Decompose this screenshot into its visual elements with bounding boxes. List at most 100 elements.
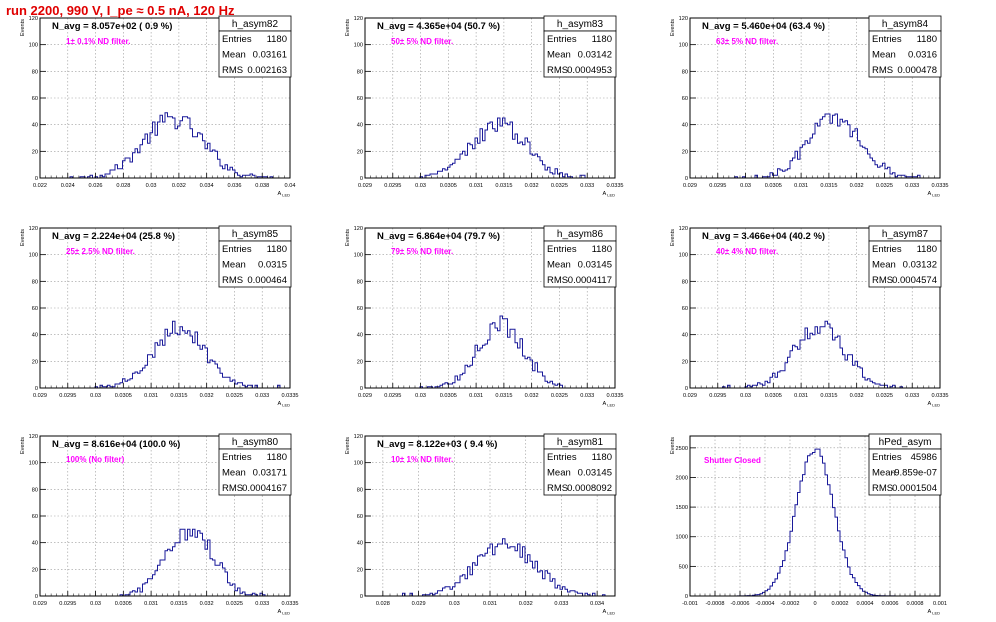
y-tick-label: 120 xyxy=(354,434,363,440)
x-tick-label: 0.033 xyxy=(905,183,919,189)
y-tick-label: 20 xyxy=(357,149,363,155)
stats-value: 0.03145 xyxy=(578,468,612,479)
histogram-line xyxy=(365,315,615,389)
histogram-name: h_asym86 xyxy=(557,229,604,240)
y-axis-label: Events xyxy=(670,19,676,36)
x-tick-label: 0.0305 xyxy=(440,393,457,399)
stats-value: 1180 xyxy=(917,244,937,255)
y-tick-label: 120 xyxy=(679,16,688,22)
stats-key: Mean xyxy=(872,468,896,479)
y-tick-label: 20 xyxy=(32,359,38,365)
x-tick-label: 0.031 xyxy=(144,601,158,607)
y-tick-label: 0 xyxy=(360,594,363,600)
x-tick-label: 0.0335 xyxy=(606,393,623,399)
stats-value: 1180 xyxy=(592,244,612,255)
stats-box xyxy=(868,30,942,78)
histogram-name: h_asym83 xyxy=(557,19,604,30)
histogram-line xyxy=(365,538,615,597)
x-tick-label: -0.0004 xyxy=(756,601,775,607)
stats-box xyxy=(543,30,617,78)
filter-annotation: 63± 5% ND filter. xyxy=(716,37,778,46)
x-tick-label: 0.031 xyxy=(483,601,497,607)
stats-box xyxy=(218,240,292,288)
stats-key: RMS xyxy=(547,275,568,286)
x-tick-label: 0.0335 xyxy=(281,601,298,607)
stats-key: Entries xyxy=(222,34,252,45)
y-tick-label: 120 xyxy=(29,16,38,22)
x-tick-label: 0.0006 xyxy=(881,601,898,607)
x-tick-label: 0.031 xyxy=(794,183,808,189)
stats-key: Entries xyxy=(222,244,252,255)
y-axis-label: Events xyxy=(345,229,351,246)
x-tick-label: 0.03 xyxy=(449,601,460,607)
y-tick-label: 20 xyxy=(32,149,38,155)
histogram-line xyxy=(40,112,290,179)
x-tick-label: 0.033 xyxy=(255,393,269,399)
y-tick-label: 0 xyxy=(685,386,688,392)
stats-value: 0.03142 xyxy=(578,50,612,61)
x-tick-label: 0.0295 xyxy=(59,601,76,607)
stats-value: 0.000478 xyxy=(897,65,937,76)
x-tick-label: 0.0305 xyxy=(765,393,782,399)
x-tick-label: 0.03 xyxy=(740,393,751,399)
y-tick-label: 20 xyxy=(682,359,688,365)
y-tick-label: 40 xyxy=(682,333,688,339)
y-tick-label: 100 xyxy=(29,253,38,259)
y-tick-label: 100 xyxy=(29,461,38,467)
x-tick-label: 0.03 xyxy=(90,601,101,607)
x-axis-label: ALED xyxy=(277,609,290,616)
x-tick-label: 0.033 xyxy=(580,183,594,189)
x-tick-label: 0.0305 xyxy=(115,601,132,607)
y-tick-label: 40 xyxy=(32,541,38,547)
x-tick-label: 0.04 xyxy=(285,183,296,189)
stats-key: Mean xyxy=(222,50,246,61)
x-axis-label: ALED xyxy=(927,609,940,616)
y-tick-label: 120 xyxy=(354,226,363,232)
histogram-name: h_asym80 xyxy=(232,437,279,448)
x-tick-label: 0.034 xyxy=(590,601,604,607)
x-tick-label: 0.024 xyxy=(61,183,75,189)
histogram-line xyxy=(40,528,290,597)
histogram-name: h_asym84 xyxy=(882,19,929,30)
y-tick-label: 2500 xyxy=(676,446,688,452)
stats-value: 0.0004167 xyxy=(242,483,287,494)
stats-box xyxy=(868,240,942,288)
stats-key: RMS xyxy=(222,483,243,494)
x-tick-label: 0.033 xyxy=(580,393,594,399)
x-tick-label: 0.0008 xyxy=(906,601,923,607)
y-tick-label: 60 xyxy=(357,306,363,312)
x-tick-label: 0.0315 xyxy=(820,393,837,399)
histogram-h_asym83: 0.029 0.0295 0.03 0.0305 0.031 0.0315 0.032 0.0… xyxy=(345,15,624,198)
y-axis-label: Events xyxy=(670,437,676,454)
x-tick-label: 0.0305 xyxy=(115,393,132,399)
stats-value: -9.859e-07 xyxy=(891,468,937,479)
stats-box xyxy=(543,448,617,496)
x-tick-label: 0.033 xyxy=(905,393,919,399)
navg-label: N_avg = 8.616e+04 (100.0 %) xyxy=(52,439,180,450)
y-tick-label: 60 xyxy=(32,306,38,312)
stats-value: 0.0008092 xyxy=(567,483,612,494)
y-tick-label: 40 xyxy=(357,541,363,547)
y-tick-label: 80 xyxy=(682,279,688,285)
y-axis-label: Events xyxy=(20,437,26,454)
x-tick-label: 0.029 xyxy=(33,601,47,607)
stats-box xyxy=(218,30,292,78)
histogram-line xyxy=(690,113,940,179)
filter-annotation: 1± 0.1% ND filter. xyxy=(66,37,130,46)
stats-value: 0.0004117 xyxy=(568,275,612,286)
x-tick-label: 0 xyxy=(813,601,816,607)
stats-value: 0.03145 xyxy=(578,260,612,271)
y-tick-label: 500 xyxy=(679,564,688,570)
y-tick-label: 20 xyxy=(357,567,363,573)
y-tick-label: 100 xyxy=(354,461,363,467)
x-tick-label: 0.0335 xyxy=(606,183,623,189)
y-tick-label: 0 xyxy=(360,176,363,182)
stats-key: RMS xyxy=(222,65,243,76)
histogram-name: h_asym87 xyxy=(882,229,929,240)
x-tick-label: 0.029 xyxy=(412,601,426,607)
x-tick-label: 0.0305 xyxy=(765,183,782,189)
stats-key: Mean xyxy=(872,50,896,61)
filter-annotation: 100% (No filter) xyxy=(66,455,125,464)
x-tick-label: 0.0315 xyxy=(495,393,512,399)
x-tick-label: 0.0335 xyxy=(931,393,948,399)
